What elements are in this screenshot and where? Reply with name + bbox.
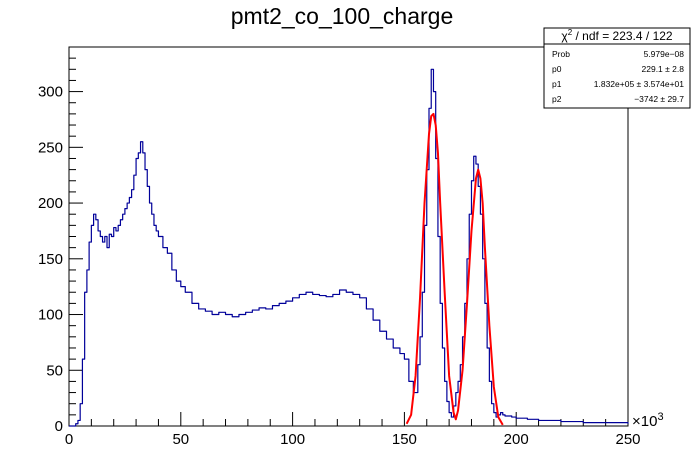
stats-row-label: p1: [552, 79, 562, 89]
histogram-line: [69, 68, 629, 427]
x-axis: 0 50 100 150 200 250: [65, 412, 641, 448]
y-axis: 0 50 100 150 200 250 300: [38, 46, 83, 435]
y-tick-label: 100: [38, 307, 63, 324]
stats-row-value: 1.832e+05 ± 3.574e+01: [594, 79, 684, 89]
stats-row-label: p0: [552, 64, 562, 74]
stats-row-value: −3742 ± 29.7: [634, 94, 684, 104]
x-tick-label: 150: [392, 431, 417, 448]
stats-header: χ2 / ndf = 223.4 / 122: [561, 28, 673, 43]
chart-title: pmt2_co_100_charge: [231, 3, 454, 29]
y-tick-label: 50: [46, 362, 63, 379]
x-tick-label: 50: [172, 431, 189, 448]
y-tick-label: 150: [38, 251, 63, 268]
stats-box-frame: [543, 27, 691, 109]
y-tick-label: 300: [38, 84, 63, 101]
stats-row-label: p2: [552, 94, 562, 104]
stats-box: χ2 / ndf = 223.4 / 122 Prob 5.979e−08 p0…: [543, 27, 691, 109]
x-tick-label: 100: [280, 431, 305, 448]
y-tick-label: 200: [38, 195, 63, 212]
y-tick-label: 0: [55, 418, 63, 435]
stats-row-value: 229.1 ± 2.8: [642, 64, 685, 74]
x-tick-label: 250: [615, 431, 640, 448]
x-tick-label: 200: [504, 431, 529, 448]
stats-row-value: 5.979e−08: [644, 49, 685, 59]
x-multiplier: ×103: [632, 411, 664, 430]
y-tick-label: 250: [38, 139, 63, 156]
fit-curve: [405, 112, 504, 426]
series-layer: [69, 68, 629, 427]
x-tick-label: 0: [65, 431, 73, 448]
stats-row-label: Prob: [552, 49, 570, 59]
